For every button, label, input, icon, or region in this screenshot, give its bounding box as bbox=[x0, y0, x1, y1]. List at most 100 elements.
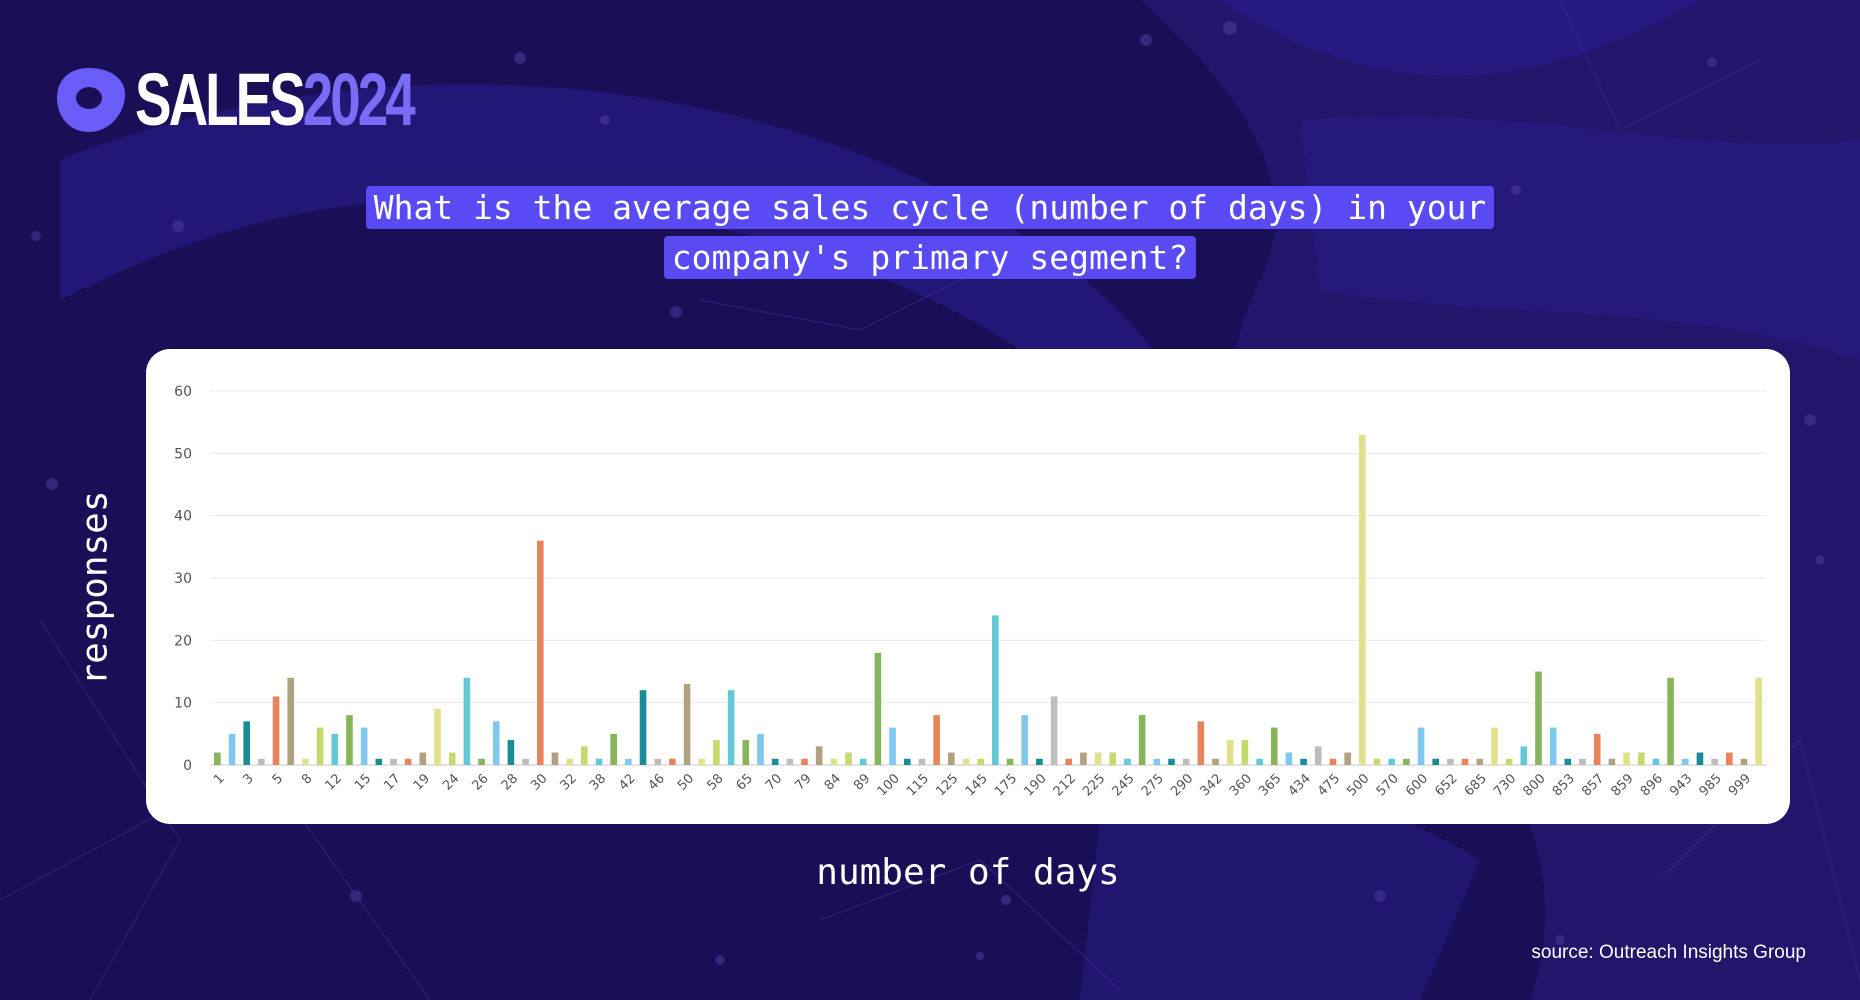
bar bbox=[1681, 758, 1689, 765]
bar bbox=[1696, 752, 1704, 765]
bar bbox=[801, 758, 808, 765]
bar bbox=[463, 677, 471, 765]
x-tick-label: 225 bbox=[1080, 771, 1108, 799]
x-tick-label: 943 bbox=[1667, 771, 1695, 799]
bar bbox=[1256, 758, 1263, 765]
bar bbox=[1725, 752, 1733, 765]
bar bbox=[742, 740, 750, 765]
bar bbox=[507, 740, 515, 765]
bar bbox=[1270, 727, 1278, 765]
bar bbox=[1094, 752, 1102, 765]
bar bbox=[1476, 758, 1484, 765]
bar bbox=[522, 758, 529, 765]
y-tick-label: 10 bbox=[174, 696, 192, 712]
y-tick-label: 30 bbox=[174, 571, 192, 587]
bar bbox=[933, 715, 940, 765]
bar bbox=[1593, 733, 1601, 765]
bar bbox=[316, 727, 324, 765]
bar bbox=[1006, 758, 1014, 765]
x-tick-label: 570 bbox=[1374, 771, 1402, 799]
x-tick-label: 5 bbox=[270, 771, 286, 787]
bar bbox=[1417, 727, 1425, 765]
outreach-logo-icon bbox=[57, 68, 125, 132]
bar bbox=[1461, 758, 1469, 765]
bar bbox=[390, 758, 397, 765]
bar bbox=[625, 758, 632, 765]
x-tick-label: 1 bbox=[211, 771, 227, 787]
bar bbox=[1138, 715, 1146, 765]
x-tick-label: 985 bbox=[1697, 771, 1725, 799]
y-tick-label: 50 bbox=[174, 446, 192, 462]
bar bbox=[1520, 746, 1528, 765]
bar bbox=[1608, 758, 1616, 765]
x-tick-label: 42 bbox=[616, 771, 638, 793]
x-tick-label: 46 bbox=[646, 771, 668, 793]
x-tick-label: 245 bbox=[1109, 771, 1137, 799]
bar bbox=[1080, 752, 1087, 765]
bar bbox=[962, 758, 970, 765]
bar bbox=[1168, 758, 1175, 765]
bar bbox=[815, 746, 823, 765]
x-tick-label: 89 bbox=[851, 771, 873, 793]
bar bbox=[1241, 740, 1249, 765]
bar bbox=[654, 758, 662, 765]
bar bbox=[1623, 752, 1630, 765]
y-tick-label: 20 bbox=[174, 633, 192, 649]
x-tick-label: 360 bbox=[1227, 771, 1255, 799]
bar bbox=[434, 708, 441, 765]
question-title: What is the average sales cycle (number … bbox=[0, 183, 1860, 283]
bar bbox=[404, 758, 412, 765]
x-tick-label: 30 bbox=[528, 771, 550, 793]
bar bbox=[1535, 671, 1542, 765]
y-axis-label: responses bbox=[74, 490, 116, 686]
bar bbox=[1740, 758, 1748, 765]
x-tick-label: 84 bbox=[822, 771, 844, 793]
question-line-1: What is the average sales cycle (number … bbox=[365, 186, 1495, 229]
bar bbox=[302, 758, 309, 765]
x-tick-label: 115 bbox=[904, 771, 932, 799]
bar bbox=[1564, 758, 1572, 765]
bar bbox=[698, 758, 706, 765]
x-tick-label: 70 bbox=[763, 771, 785, 793]
bar bbox=[859, 758, 867, 765]
bar bbox=[947, 752, 955, 765]
bar bbox=[1652, 758, 1660, 765]
x-tick-label: 475 bbox=[1315, 771, 1343, 799]
bar bbox=[1065, 758, 1073, 765]
bar bbox=[786, 758, 794, 765]
x-tick-label: 290 bbox=[1168, 771, 1196, 799]
bar bbox=[228, 733, 236, 765]
x-tick-label: 999 bbox=[1726, 771, 1754, 799]
bar bbox=[1491, 727, 1498, 765]
bar bbox=[1212, 758, 1219, 765]
bar bbox=[360, 727, 368, 765]
bar bbox=[272, 696, 280, 765]
x-tick-label: 652 bbox=[1432, 771, 1460, 799]
bar bbox=[639, 690, 647, 765]
bar bbox=[1388, 758, 1395, 765]
bar bbox=[566, 758, 573, 765]
x-tick-label: 365 bbox=[1256, 771, 1284, 799]
x-tick-label: 434 bbox=[1286, 771, 1314, 799]
bar bbox=[492, 721, 500, 765]
bar bbox=[1373, 758, 1381, 765]
bar bbox=[1285, 752, 1293, 765]
bar bbox=[669, 758, 676, 765]
bar bbox=[1182, 758, 1190, 765]
bar bbox=[771, 758, 779, 765]
bar bbox=[478, 758, 485, 765]
bar bbox=[1549, 727, 1557, 765]
bar bbox=[419, 752, 427, 765]
bar bbox=[287, 677, 295, 765]
bar bbox=[1021, 715, 1029, 765]
x-tick-label: 28 bbox=[499, 771, 521, 793]
bar bbox=[918, 758, 926, 765]
bar bbox=[1036, 758, 1043, 765]
bar bbox=[1447, 758, 1454, 765]
x-axis-label: number of days bbox=[816, 852, 1120, 893]
bar bbox=[581, 746, 588, 765]
bar bbox=[1667, 677, 1674, 765]
bar bbox=[346, 715, 353, 765]
y-tick-label: 40 bbox=[174, 509, 192, 525]
